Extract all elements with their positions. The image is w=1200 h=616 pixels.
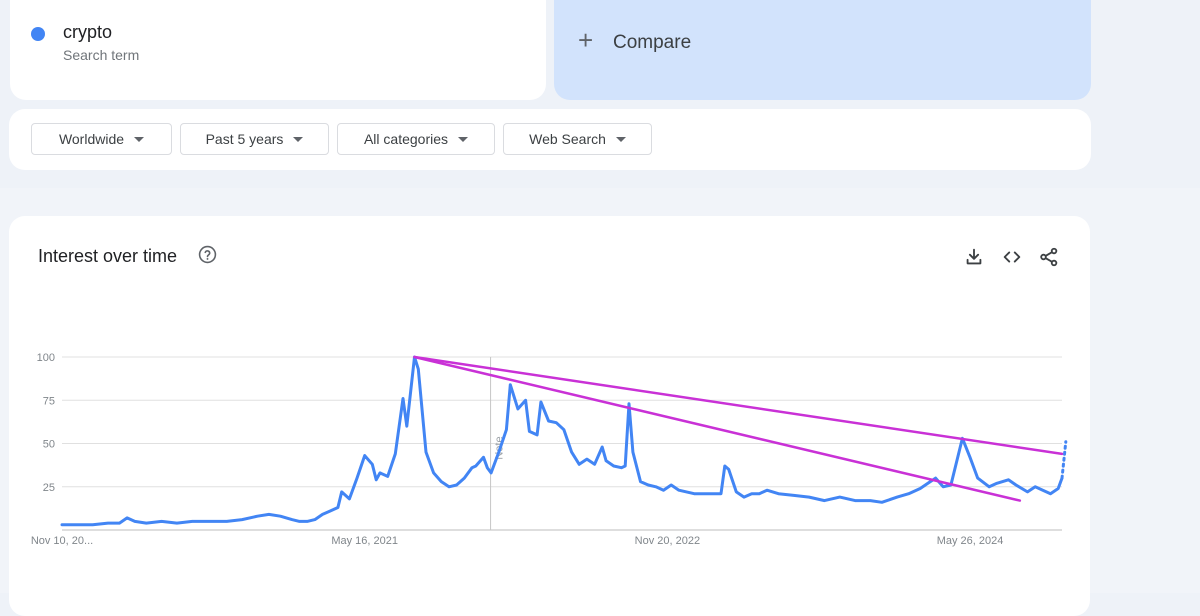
y-tick-label: 75 <box>43 395 55 407</box>
trendline-1 <box>413 355 1022 502</box>
interest-over-time-chart: 25 50 75 100 Nov 10, 20... May 16, 2021 Nov 2… <box>31 352 1068 547</box>
category-filter-label: All categories <box>363 131 449 147</box>
card-title: Interest over time <box>38 246 178 266</box>
search-term-card[interactable]: crypto Search term <box>10 0 546 100</box>
plus-icon: + <box>578 25 594 55</box>
filter-bar: Worldwide Past 5 years All categories We… <box>9 109 1091 170</box>
help-icon[interactable] <box>198 245 217 264</box>
series-color-dot <box>31 27 45 41</box>
search-type-filter-label: Web Search <box>529 131 606 147</box>
trendline-0 <box>413 355 1064 456</box>
dropdown-caret-icon <box>293 136 304 142</box>
compare-button[interactable]: + Compare <box>554 0 1091 100</box>
compare-label: Compare <box>613 32 692 53</box>
search-term-subtitle: Search term <box>63 47 140 63</box>
y-tick-label: 50 <box>43 439 55 451</box>
dropdown-caret-icon <box>458 136 469 142</box>
search-type-filter[interactable]: Web Search <box>503 123 652 155</box>
x-tick-label: May 26, 2024 <box>937 535 1004 547</box>
location-filter[interactable]: Worldwide <box>31 123 172 155</box>
embed-code-icon[interactable] <box>1001 246 1023 268</box>
share-icon[interactable] <box>1038 246 1060 268</box>
search-term-name[interactable]: crypto <box>63 22 113 42</box>
series-partial-data-line-0 <box>1060 440 1068 480</box>
y-tick-label: 100 <box>37 352 55 364</box>
time-range-filter[interactable]: Past 5 years <box>180 123 329 155</box>
y-tick-label: 25 <box>43 482 55 494</box>
series-line-0 <box>60 355 1064 527</box>
category-filter[interactable]: All categories <box>337 123 495 155</box>
x-tick-label: Nov 10, 20... <box>31 535 93 547</box>
download-icon[interactable] <box>963 246 985 268</box>
dropdown-caret-icon <box>134 136 145 142</box>
x-tick-label: May 16, 2021 <box>331 535 398 547</box>
location-filter-label: Worldwide <box>58 131 125 147</box>
dropdown-caret-icon <box>615 136 626 142</box>
interest-over-time-card: Interest over time <box>9 216 1090 616</box>
x-tick-label: Nov 20, 2022 <box>635 535 700 547</box>
time-range-filter-label: Past 5 years <box>205 131 284 147</box>
